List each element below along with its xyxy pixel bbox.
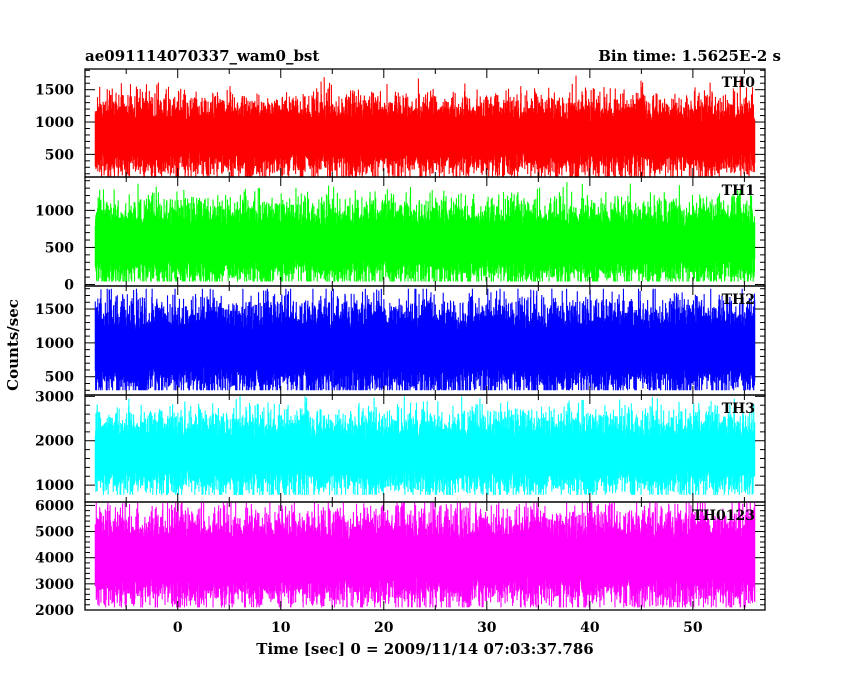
- x-axis-label: Time [sec] 0 = 2009/11/14 07:03:37.786: [256, 640, 593, 658]
- series-th3: [94, 396, 756, 495]
- series-th2: [94, 288, 756, 391]
- y-tick-label: 2000: [35, 434, 74, 450]
- y-tick-label: 1000: [35, 478, 74, 494]
- series-th1: [94, 182, 756, 282]
- panel-label-th1: TH1: [722, 183, 755, 199]
- series-th0123: [94, 502, 756, 608]
- panel-label-th0123: TH0123: [692, 508, 755, 524]
- x-axis: 0 10 20 30 40 50: [173, 620, 703, 636]
- chart-title: ae091114070337_wam0_bst: [85, 47, 319, 65]
- y-tick-label: 1000: [35, 115, 74, 131]
- y-tick-label: 3000: [35, 577, 74, 593]
- bin-time-label: Bin time: 1.5625E-2 s: [598, 47, 781, 65]
- y-tick-label: 0: [64, 278, 74, 294]
- y-tick-label: 500: [45, 240, 74, 256]
- y-tick-label: 4000: [35, 551, 74, 567]
- panel-label-th3: TH3: [722, 401, 755, 417]
- x-tick-label: 30: [477, 620, 497, 636]
- x-tick-label: 40: [580, 620, 600, 636]
- x-tick-label: 50: [683, 620, 703, 636]
- y-tick-label: 500: [45, 147, 74, 163]
- y-tick-label: 1500: [35, 83, 74, 99]
- y-tick-label: 6000: [35, 498, 74, 514]
- y-tick-label: 500: [45, 370, 74, 386]
- panel-label-th2: TH2: [722, 292, 755, 308]
- panels-group: 500 1000 1500 TH0 0 500 1000 TH1 500 1000 1500 TH2 1…: [35, 68, 766, 619]
- x-tick-label: 20: [374, 620, 394, 636]
- panel-th0123: 2000 3000 4000 5000 6000 TH0123: [35, 498, 766, 619]
- y-tick-label: 5000: [35, 525, 74, 541]
- y-tick-label: 1500: [35, 302, 74, 318]
- panel-label-th0: TH0: [722, 75, 756, 91]
- y-tick-label: 2000: [35, 603, 74, 619]
- panel-th1: 0 500 1000 TH1: [35, 176, 766, 294]
- x-tick-label: 0: [173, 620, 183, 636]
- panel-th0: 500 1000 1500 TH0: [35, 68, 766, 178]
- series-th0: [94, 75, 756, 177]
- y-tick-label: 1000: [35, 203, 74, 219]
- y-tick-label: 3000: [35, 389, 74, 405]
- x-tick-label: 10: [271, 620, 291, 636]
- panel-frame: [84, 501, 766, 611]
- y-tick-label: 1000: [35, 336, 74, 352]
- panel-th2: 500 1000 1500 TH2: [35, 285, 766, 396]
- y-axis-label: Counts/sec: [4, 299, 22, 391]
- panel-th3: 1000 2000 3000 TH3: [35, 389, 766, 503]
